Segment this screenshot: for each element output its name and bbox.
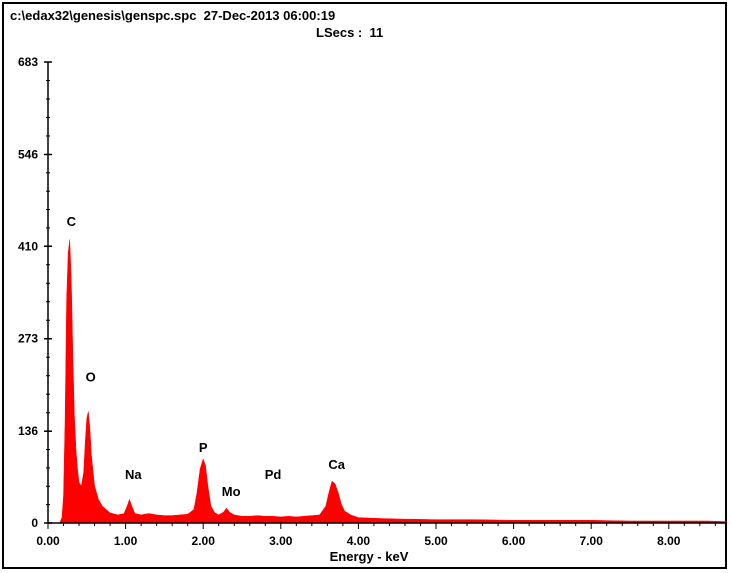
y-tick-label: 546 [18, 147, 38, 161]
x-tick-label: 8.00 [657, 534, 681, 548]
peak-label-c: C [67, 214, 77, 229]
peak-label-ca: Ca [328, 457, 345, 472]
y-tick-label: 0 [31, 516, 38, 530]
y-tick-label: 136 [18, 424, 38, 438]
peak-label-p: P [199, 440, 208, 455]
peak-label-na: Na [125, 467, 142, 482]
x-tick-label: 4.00 [347, 534, 371, 548]
peak-label-mo: Mo [222, 484, 241, 499]
y-tick-label: 683 [18, 55, 38, 69]
lsecs-readout: LSecs : 11 [316, 25, 384, 40]
y-tick-label: 273 [18, 332, 38, 346]
y-axis: 0 136 273 410 546 683 [18, 55, 52, 530]
x-tick-label: 5.00 [424, 534, 448, 548]
x-tick-label: 2.00 [192, 534, 216, 548]
spectrum-series [48, 239, 728, 524]
x-tick-label: 1.00 [114, 534, 138, 548]
peak-label-pd: Pd [265, 467, 282, 482]
x-tick-label: 0.00 [36, 534, 60, 548]
x-tick-label: 3.00 [269, 534, 293, 548]
x-tick-label: 7.00 [580, 534, 604, 548]
y-tick-label: 410 [18, 239, 38, 253]
peak-labels: C O Na P Mo Pd Ca [67, 214, 346, 499]
x-axis: 0.00 1.00 2.00 3.00 4.00 5.00 6.00 7.00 8.00 [36, 522, 727, 548]
file-info: c:\edax32\genesis\genspc.spc 27-Dec-2013… [10, 8, 336, 23]
x-tick-label: 6.00 [502, 534, 526, 548]
peak-label-o: O [86, 369, 96, 384]
x-axis-label: Energy - keV [330, 549, 409, 564]
